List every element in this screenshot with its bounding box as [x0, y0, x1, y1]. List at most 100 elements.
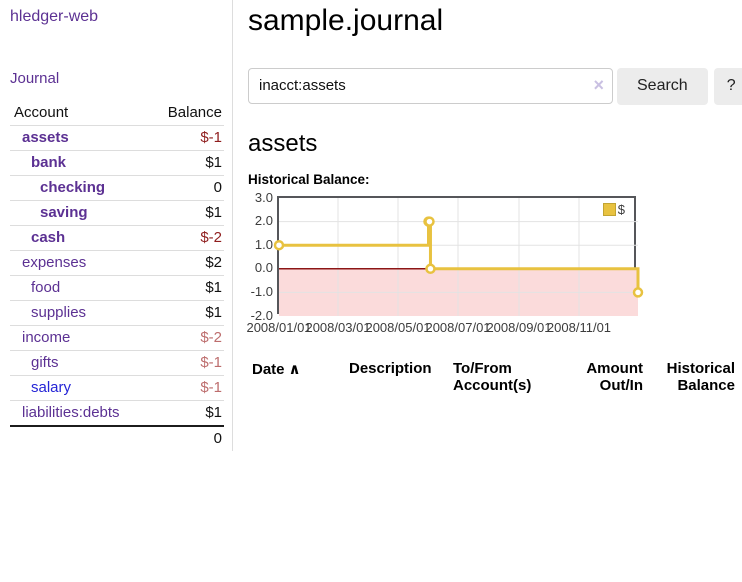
account-balance: $1 [148, 400, 224, 427]
x-axis-tick-label: 2008/03/01 [305, 319, 371, 335]
account-balance: $-2 [148, 225, 224, 251]
search-wrap: × [248, 67, 613, 105]
account-balance: $1 [148, 200, 224, 226]
data-point-marker [424, 215, 435, 227]
sort-ascending-icon: ∧ [288, 360, 301, 378]
y-axis-tick-label: 1.0 [254, 236, 273, 252]
account-name-cell: checking [10, 175, 149, 201]
account-row: checking 0 [10, 175, 224, 201]
account-row: salary $-1 [10, 375, 224, 401]
y-axis-tick-label: 0.0 [254, 260, 273, 276]
accounts-table: Account Balance assets $-1 bank $1 checking 0… [10, 101, 224, 451]
account-row: liabilities:debts $1 [10, 400, 224, 427]
y-axis-tick-label: 3.0 [254, 189, 273, 205]
y-axis-tick-label: 2.0 [254, 213, 273, 229]
historical-balance-chart: $ 3.0 2.0 1.0 0.0 -1.0 -2.0 2008/01/01 2008/03/… [246, 190, 644, 340]
account-link[interactable]: food [31, 279, 61, 296]
account-balance: $1 [148, 150, 224, 176]
account-name-cell: bank [10, 150, 149, 176]
account-row: bank $1 [10, 150, 224, 176]
account-balance: $1 [148, 300, 224, 326]
x-axis-tick-label: 2008/05/01 [365, 319, 431, 335]
account-name-cell: saving [10, 200, 149, 226]
data-point-marker [273, 239, 285, 250]
account-balance: $-1 [148, 375, 224, 401]
account-row: supplies $1 [10, 300, 224, 326]
chart-legend: $ [601, 201, 626, 217]
accounts-total-row: 0 [10, 426, 224, 451]
register-header-description: Description [349, 359, 432, 377]
account-balance: $-1 [148, 350, 224, 376]
data-point-marker [632, 286, 644, 298]
account-name-cell: liabilities:debts [10, 400, 149, 427]
account-balance: $-1 [148, 125, 224, 151]
account-row: income $-2 [10, 325, 224, 351]
date-header-label: Date [252, 360, 285, 378]
x-axis-tick-label: 2008/01/01 [246, 319, 312, 335]
data-point-marker [425, 263, 436, 274]
search-input[interactable] [248, 67, 613, 104]
chart-canvas [273, 197, 644, 316]
accounts-header-balance: Balance [148, 101, 224, 126]
page-title: sample.journal [248, 4, 444, 37]
account-link[interactable]: bank [31, 154, 67, 171]
register-header-amount: Amount Out/In [586, 359, 643, 394]
search-form: × Search ? [248, 67, 742, 105]
account-link[interactable]: liabilities:debts [22, 404, 120, 421]
account-link[interactable]: saving [40, 204, 88, 221]
y-axis-tick-label: -1.0 [250, 283, 273, 299]
account-name-cell: salary [10, 375, 149, 401]
account-link[interactable]: cash [31, 229, 66, 246]
account-row: cash $-2 [10, 225, 224, 251]
brand-link[interactable]: hledger-web [10, 8, 99, 25]
register-table: Date ∧ Description To/From Account(s) Amo… [248, 358, 737, 398]
account-link[interactable]: income [22, 329, 71, 346]
register-header-row: Date ∧ Description To/From Account(s) Amo… [248, 358, 737, 398]
chart-plot-area: $ [273, 195, 644, 316]
brand: hledger-web [10, 8, 224, 26]
account-link[interactable]: checking [40, 179, 106, 196]
y-axis-tick-label: -2.0 [250, 307, 273, 323]
account-name-cell: supplies [10, 300, 149, 326]
accounts-total-spacer [10, 426, 149, 451]
account-balance: 0 [148, 175, 224, 201]
account-name-cell: gifts [10, 350, 149, 376]
account-row: gifts $-1 [10, 350, 224, 376]
account-name-cell: cash [10, 225, 149, 251]
sidebar: hledger-web Journal Account Balance asse… [0, 0, 233, 451]
sidebar-nav: Journal [10, 70, 224, 87]
account-name-cell: income [10, 325, 149, 351]
account-name-cell: expenses [10, 250, 149, 276]
x-axis-tick-label: 2008/11/01 [546, 319, 612, 335]
account-link[interactable]: salary [31, 379, 72, 396]
chart-title: Historical Balance: [248, 171, 370, 187]
clear-search-icon[interactable]: × [593, 74, 604, 95]
register-header-accounts: To/From Account(s) [453, 359, 532, 394]
account-balance: $1 [148, 275, 224, 301]
x-axis-tick-label: 2008/07/01 [425, 319, 491, 335]
legend-swatch [602, 202, 616, 216]
register-header-balance: Historical Balance [666, 359, 735, 394]
account-name-cell: assets [10, 125, 149, 151]
account-balance: $2 [148, 250, 224, 276]
account-row: food $1 [10, 275, 224, 301]
account-row: saving $1 [10, 200, 224, 226]
account-name-cell: food [10, 275, 149, 301]
account-row: expenses $2 [10, 250, 224, 276]
account-link[interactable]: assets [22, 129, 69, 146]
register-header-date[interactable]: Date ∧ [248, 358, 345, 398]
account-row: assets $-1 [10, 125, 224, 151]
accounts-total-value: 0 [213, 430, 222, 447]
account-balance: $-2 [148, 325, 224, 351]
account-link[interactable]: supplies [31, 304, 87, 321]
page: hledger-web Journal Account Balance asse… [0, 0, 742, 451]
account-link[interactable]: gifts [31, 354, 59, 371]
account-heading: assets [248, 129, 318, 157]
help-button[interactable]: ? [713, 67, 742, 105]
search-button[interactable]: Search [617, 67, 708, 105]
legend-label: $ [617, 201, 625, 217]
account-link[interactable]: expenses [22, 254, 87, 271]
main-content: sample.journal × Search ? assets Histori… [233, 0, 742, 418]
accounts-header-account: Account [10, 101, 149, 126]
sidebar-item-journal[interactable]: Journal [10, 70, 60, 87]
